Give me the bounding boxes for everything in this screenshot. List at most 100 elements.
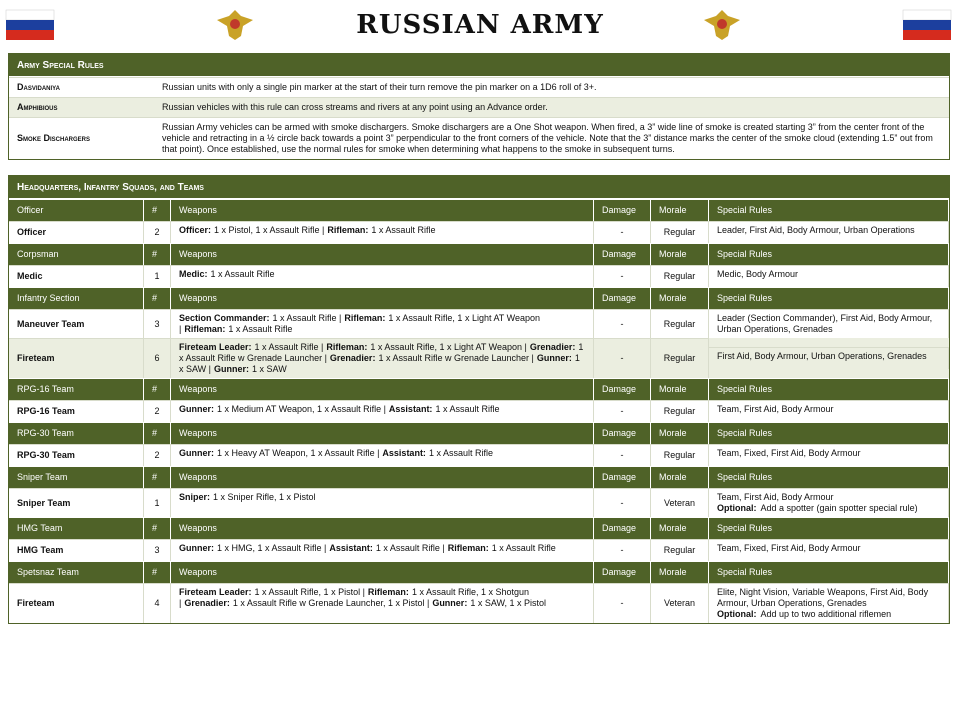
weapon-text: 1 x Assault Rifle, 1 x Light AT Weapon |	[179, 313, 540, 334]
weapon-entry: Gunner: 1 x Heavy AT Weapon, 1 x Assault …	[179, 448, 379, 458]
weapon-text: 1 x Assault Rifle w Grenade Launcher, 1 …	[232, 598, 430, 608]
weapon-text: 1 x Sniper Rifle, 1 x Pistol	[213, 492, 316, 502]
weapon-role: Grenadier:	[184, 598, 230, 608]
weapon-text: 1 x Assault Rifle w Grenade Launcher |	[378, 353, 534, 363]
unit-name: Fireteam	[9, 338, 144, 378]
unit-count: 2	[144, 444, 171, 466]
morale: Veteran	[651, 583, 709, 623]
weapon-text: 1 x Assault Rifle	[228, 324, 293, 334]
group-header: Infantry Section # Weapons Damage Morale Spec…	[9, 287, 949, 309]
unit-name: RPG-16 Team	[9, 400, 144, 422]
weapons-header: Weapons	[171, 422, 594, 444]
weapons: Fireteam Leader: 1 x Assault Rifle, 1 x P…	[171, 583, 594, 623]
unit-row: HMG Team 3 Gunner: 1 x HMG, 1 x Assault Rif…	[9, 539, 949, 561]
group-header: RPG-16 Team # Weapons Damage Morale Special R…	[9, 378, 949, 400]
unit-row: RPG-30 Team 2 Gunner: 1 x Heavy AT Weapon, …	[9, 444, 949, 466]
morale-header: Morale	[651, 466, 709, 488]
weapon-role: Gunner:	[214, 364, 250, 374]
rule-row: Smoke Dischargers Russian Army vehicles c…	[9, 117, 949, 159]
special-text: First Aid, Body Armour, Urban Operations…	[717, 351, 927, 361]
weapon-entry: Assistant: 1 x Assault Rifle	[389, 404, 500, 414]
special-text: Team, Fixed, First Aid, Body Armour	[717, 543, 861, 553]
weapon-role: Gunner:	[179, 448, 214, 458]
special-rules: Team, First Aid, Body Armour	[709, 400, 949, 422]
weapons: Sniper: 1 x Sniper Rifle, 1 x Pistol	[171, 488, 594, 517]
weapon-entry: Rifleman: 1 x Assault Rifle	[184, 324, 292, 334]
weapon-role: Assistant:	[382, 448, 426, 458]
morale: Regular	[651, 309, 709, 338]
weapon-entry: Grenadier: 1 x Assault Rifle w Grenade La…	[184, 598, 429, 608]
weapons-header: Weapons	[171, 287, 594, 309]
damage: -	[594, 488, 651, 517]
damage: -	[594, 583, 651, 623]
weapon-role: Rifleman:	[344, 313, 386, 323]
morale-header: Morale	[651, 287, 709, 309]
weapons-header: Weapons	[171, 466, 594, 488]
group-name: Officer	[9, 199, 144, 221]
weapon-entry: Sniper: 1 x Sniper Rifle, 1 x Pistol	[179, 492, 316, 502]
weapon-role: Rifleman:	[327, 225, 369, 235]
group-header: Spetsnaz Team # Weapons Damage Morale Special…	[9, 561, 949, 583]
morale: Regular	[651, 400, 709, 422]
unit-row: Fireteam 4 Fireteam Leader: 1 x Assault Rif…	[9, 583, 949, 623]
weapon-text: 1 x Assault Rifle |	[254, 342, 324, 352]
weapon-entry: Officer: 1 x Pistol, 1 x Assault Rifle |	[179, 225, 324, 235]
special-rules-table: Army Special Rules Dasvidaniya Russian uni…	[8, 53, 950, 160]
unit-row: Sniper Team 1 Sniper: 1 x Sniper Rifle, 1 x…	[9, 488, 949, 517]
weapon-entry: Fireteam Leader: 1 x Assault Rifle, 1 x P…	[179, 587, 365, 597]
group-header: HMG Team # Weapons Damage Morale Special Rule…	[9, 517, 949, 539]
damage: -	[594, 221, 651, 243]
weapon-text: 1 x Assault Rifle	[210, 269, 275, 279]
special-rules: Leader (Section Commander), First Aid, B…	[709, 309, 949, 338]
morale: Regular	[651, 338, 709, 378]
unit-count: 3	[144, 309, 171, 338]
morale: Veteran	[651, 488, 709, 517]
special-rules: Elite, Night Vision, Variable Weapons, F…	[709, 583, 949, 623]
weapon-entry: Assistant: 1 x Assault Rifle |	[329, 543, 444, 553]
rule-text: Russian vehicles with this rule can cros…	[162, 102, 548, 112]
morale-header: Morale	[651, 243, 709, 265]
damage: -	[594, 539, 651, 561]
count-header: #	[144, 517, 171, 539]
unit-count: 2	[144, 400, 171, 422]
weapon-role: Medic:	[179, 269, 208, 279]
weapon-role: Fireteam Leader:	[179, 342, 252, 352]
unit-row: Fireteam 6 Fireteam Leader: 1 x Assault Rif…	[9, 338, 949, 378]
morale-header: Morale	[651, 378, 709, 400]
weapon-entry: Medic: 1 x Assault Rifle	[179, 269, 275, 279]
morale-header: Morale	[651, 561, 709, 583]
weapon-entry: Gunner: 1 x SAW	[214, 364, 287, 374]
count-header: #	[144, 378, 171, 400]
weapons: Medic: 1 x Assault Rifle	[171, 265, 594, 287]
rule-name: Smoke Dischargers	[17, 133, 91, 143]
unit-name: RPG-30 Team	[9, 444, 144, 466]
weapon-text: 1 x HMG, 1 x Assault Rifle |	[217, 543, 327, 553]
weapon-role: Assistant:	[388, 404, 433, 414]
unit-name: Fireteam	[9, 583, 144, 623]
group-header: Sniper Team # Weapons Damage Morale Special R…	[9, 466, 949, 488]
weapons: Gunner: 1 x Heavy AT Weapon, 1 x Assault …	[171, 444, 594, 466]
unit-count: 4	[144, 583, 171, 623]
group-name: Sniper Team	[9, 466, 144, 488]
damage-header: Damage	[594, 378, 651, 400]
damage-header: Damage	[594, 287, 651, 309]
damage-header: Damage	[594, 199, 651, 221]
weapon-role: Rifleman:	[367, 587, 409, 597]
weapons-header: Weapons	[171, 199, 594, 221]
unit-name: Maneuver Team	[9, 309, 144, 338]
weapon-text: 1 x Pistol, 1 x Assault Rifle |	[214, 225, 325, 235]
weapon-text: 1 x Assault Rifle	[435, 404, 500, 414]
special-header: Special Rules	[709, 466, 949, 488]
morale: Regular	[651, 539, 709, 561]
damage-header: Damage	[594, 517, 651, 539]
optional-text: Add a spotter (gain spotter special rule…	[760, 503, 918, 513]
weapon-role: Gunner:	[536, 353, 572, 363]
weapon-entry: Rifleman: 1 x Assault Rifle, 1 x Shotgun …	[179, 587, 529, 608]
weapon-text: 1 x Assault Rifle |	[272, 313, 342, 323]
weapons-header: Weapons	[171, 517, 594, 539]
rule-text: Russian Army vehicles can be armed with …	[162, 122, 933, 154]
emblem-right	[704, 10, 740, 40]
damage-header: Damage	[594, 466, 651, 488]
rule-row: Amphibious Russian vehicles with this rul…	[9, 97, 949, 117]
